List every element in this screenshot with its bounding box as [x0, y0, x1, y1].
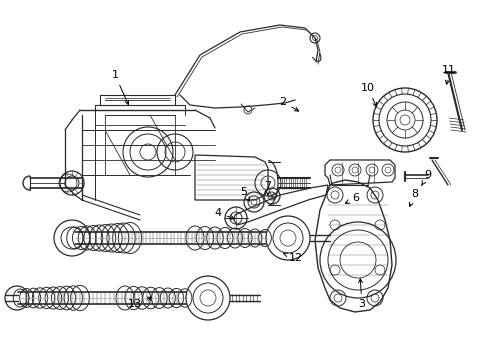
Text: 8: 8	[408, 189, 418, 207]
Text: 7: 7	[264, 181, 271, 195]
Text: 13: 13	[128, 297, 151, 309]
Text: 3: 3	[358, 279, 365, 309]
Text: 6: 6	[345, 193, 359, 203]
Text: 9: 9	[421, 170, 431, 185]
Text: 1: 1	[111, 70, 128, 104]
Text: 12: 12	[283, 253, 303, 263]
Text: 4: 4	[214, 208, 234, 219]
Text: 5: 5	[240, 187, 249, 201]
Text: 11: 11	[441, 65, 455, 84]
Text: 10: 10	[360, 83, 376, 107]
Text: 2: 2	[279, 97, 298, 111]
